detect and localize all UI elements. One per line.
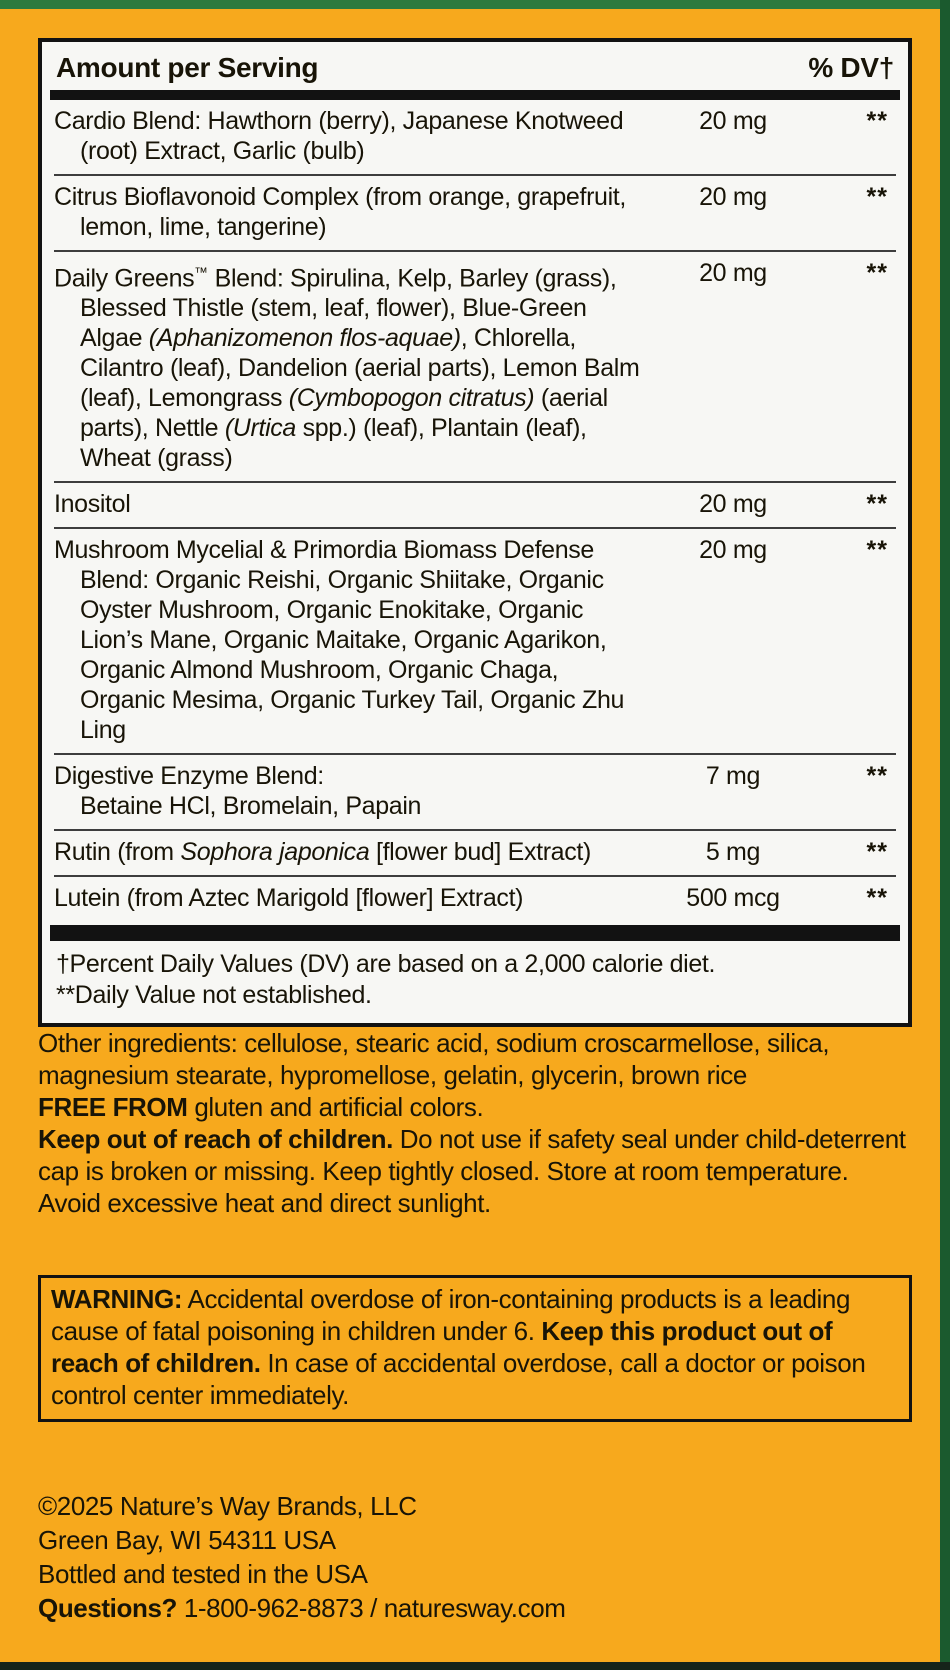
copyright-line: ©2025 Nature’s Way Brands, LLC <box>38 1490 912 1523</box>
text-segment: Mushroom Mycelial & Primordia Biomass De… <box>54 536 625 745</box>
text-segment: Other ingredients: cellulose, stearic ac… <box>38 1028 830 1091</box>
ingredient-amount: 20 mg <box>699 183 767 211</box>
text-segment: , Chlorella, Cilantro (leaf), Dandelion … <box>80 324 640 413</box>
ingredient-amount: 7 mg <box>705 762 761 791</box>
text-segment: Lutein (from Aztec Marigold [flower] Ext… <box>54 884 524 913</box>
text-segment: FREE FROM <box>38 1092 188 1123</box>
footnote-divider-bar <box>50 925 900 942</box>
facts-rows: Cardio Blend: Hawthorn (berry), Japanese… <box>54 100 896 921</box>
facts-header: Amount per Serving % DV† <box>54 48 896 90</box>
text-segment: Sophora japonica <box>180 838 370 867</box>
text-segment: Inositol <box>54 490 131 519</box>
ingredient-row: Inositol 20 mg ** <box>54 483 896 530</box>
address-line: Green Bay, WI 54311 USA <box>38 1524 912 1557</box>
ingredient-dv: ** <box>866 536 888 565</box>
ingredient-name: Mushroom Mycelial & Primordia Biomass De… <box>54 535 648 745</box>
ingredient-name: Lutein (from Aztec Marigold [flower] Ext… <box>54 883 648 913</box>
ingredient-dv: ** <box>866 259 888 287</box>
ingredient-row: Daily Greens™ Blend: Spirulina, Kelp, Ba… <box>54 252 896 484</box>
bottled-line: Bottled and tested in the USA <box>38 1558 912 1591</box>
footnote-not-established: **Daily Value not established. <box>56 981 372 1010</box>
ingredient-dv: ** <box>866 183 888 211</box>
text-segment: Citrus Bioflavonoid Complex (from orange… <box>54 183 626 241</box>
text-segment: (aerial parts), Nettle <box>80 384 608 443</box>
bottle-trim-right <box>940 0 950 1670</box>
ingredient-amount: 20 mg <box>699 259 767 287</box>
footnotes: †Percent Daily Values (DV) are based on … <box>54 941 896 1013</box>
ingredient-amount: 5 mg <box>705 838 761 867</box>
supplement-facts-panel: Amount per Serving % DV† Cardio Blend: H… <box>38 38 912 1028</box>
ingredient-name: Rutin (from Sophora japonica [flower bud… <box>54 837 648 867</box>
amount-per-serving-label: Amount per Serving <box>56 52 319 83</box>
ingredient-amount: 20 mg <box>699 536 767 565</box>
text-segment: ©2025 Nature’s Way Brands, LLC <box>38 1491 417 1522</box>
ingredient-amount: 20 mg <box>699 490 767 519</box>
text-segment: Cardio Blend: Hawthorn (berry), Japanese… <box>54 107 624 165</box>
ingredient-amount: 20 mg <box>699 107 767 135</box>
ingredient-dv: ** <box>866 490 888 519</box>
text-segment: Do not use if safety seal under child-de… <box>38 1124 906 1219</box>
text-segment: Green Bay, WI 54311 USA <box>38 1525 336 1556</box>
text-segment: 1-800-962-8873 / naturesway.com <box>177 1593 566 1624</box>
ingredient-dv: ** <box>866 884 888 913</box>
bottle-trim-bottom <box>0 1662 950 1670</box>
ingredient-row: Digestive Enzyme Blend: Betaine HCl, Brom… <box>54 755 896 832</box>
text-segment: Keep this product out of reach of childr… <box>51 1316 833 1379</box>
text-segment: Betaine HCl, Bromelain, Papain <box>80 792 422 821</box>
text-segment: WARNING: <box>51 1284 183 1315</box>
text-segment: (Cymbopogon citratus) <box>288 384 535 413</box>
text-segment: Blend: Spirulina, Kelp, Barley (grass), … <box>80 264 617 353</box>
ingredient-row: Mushroom Mycelial & Primordia Biomass De… <box>54 529 896 756</box>
text-segment: Keep out of reach of children. <box>38 1124 393 1155</box>
text-segment: Daily Greens <box>54 264 195 293</box>
label-content: Amount per Serving % DV† Cardio Blend: H… <box>0 9 940 1662</box>
text-segment: Accidental overdose of iron-containing p… <box>51 1284 851 1347</box>
ingredient-dv: ** <box>866 107 888 135</box>
ingredient-name: Citrus Bioflavonoid Complex (from orange… <box>54 182 648 242</box>
questions-line: Questions? 1-800-962-8873 / naturesway.c… <box>38 1592 912 1625</box>
ingredient-name: Inositol <box>54 489 648 519</box>
text-segment: spp.) (leaf), Plantain (leaf), Wheat (gr… <box>80 414 587 473</box>
bottle-trim-top <box>0 0 950 9</box>
text-segment: Questions? <box>38 1593 178 1624</box>
text-segment: ™ <box>194 265 209 280</box>
warning-box: WARNING: Accidental overdose of iron-con… <box>38 1275 912 1423</box>
ingredient-row: Cardio Blend: Hawthorn (berry), Japanese… <box>54 100 896 176</box>
ingredient-name: Daily Greens™ Blend: Spirulina, Kelp, Ba… <box>54 258 648 473</box>
free-from-text: FREE FROM gluten and artificial colors. <box>38 1091 912 1123</box>
text-segment: (Aphanizomenon flos-aquae) <box>148 324 461 353</box>
ingredient-row: Lutein (from Aztec Marigold [flower] Ext… <box>54 877 896 921</box>
ingredient-name: Digestive Enzyme Blend: Betaine HCl, Brom… <box>54 761 648 821</box>
ingredient-dv: ** <box>866 838 888 867</box>
text-segment: Digestive Enzyme Blend: <box>54 762 324 791</box>
other-ingredients-text: Other ingredients: cellulose, stearic ac… <box>38 1027 912 1091</box>
text-segment: (Urtica <box>224 414 297 443</box>
ingredient-name: Cardio Blend: Hawthorn (berry), Japanese… <box>54 106 648 166</box>
text-segment: gluten and artificial colors. <box>187 1092 484 1123</box>
text-segment: Rutin (from <box>54 838 181 867</box>
ingredient-row: Citrus Bioflavonoid Complex (from orange… <box>54 176 896 252</box>
percent-dv-label: % DV† <box>808 52 894 83</box>
ingredient-row: Rutin (from Sophora japonica [flower bud… <box>54 831 896 878</box>
keep-out-of-reach-text: Keep out of reach of children. Do not us… <box>38 1123 912 1219</box>
footnote-dv: †Percent Daily Values (DV) are based on … <box>56 950 716 979</box>
footer-block: ©2025 Nature’s Way Brands, LLC Green Bay… <box>38 1490 912 1625</box>
ingredient-amount: 500 mcg <box>686 884 780 913</box>
header-divider-bar <box>50 90 900 100</box>
warning-text: WARNING: Accidental overdose of iron-con… <box>51 1283 899 1411</box>
text-segment: In case of accidental overdose, call a d… <box>51 1348 866 1411</box>
text-segment: [flower bud] Extract) <box>369 838 591 867</box>
text-segment: Bottled and tested in the USA <box>38 1559 368 1590</box>
ingredient-dv: ** <box>866 762 888 791</box>
